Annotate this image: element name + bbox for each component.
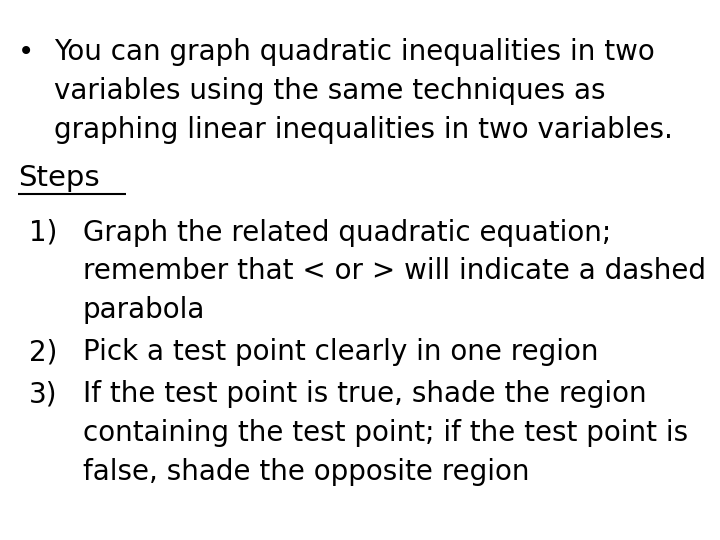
Text: graphing linear inequalities in two variables.: graphing linear inequalities in two vari… [54, 116, 673, 144]
Text: parabola: parabola [83, 296, 205, 325]
Text: You can graph quadratic inequalities in two: You can graph quadratic inequalities in … [54, 38, 654, 66]
Text: Pick a test point clearly in one region: Pick a test point clearly in one region [83, 339, 598, 366]
Text: false, shade the opposite region: false, shade the opposite region [83, 458, 529, 486]
Text: 3): 3) [29, 380, 58, 408]
Text: Steps: Steps [18, 164, 99, 192]
Text: •: • [18, 38, 35, 66]
Text: 2): 2) [29, 339, 57, 366]
Text: 1): 1) [29, 219, 57, 247]
Text: Graph the related quadratic equation;: Graph the related quadratic equation; [83, 219, 611, 247]
Text: remember that < or > will indicate a dashed: remember that < or > will indicate a das… [83, 258, 706, 286]
Text: containing the test point; if the test point is: containing the test point; if the test p… [83, 419, 688, 447]
Text: variables using the same techniques as: variables using the same techniques as [54, 77, 606, 105]
Text: If the test point is true, shade the region: If the test point is true, shade the reg… [83, 380, 647, 408]
